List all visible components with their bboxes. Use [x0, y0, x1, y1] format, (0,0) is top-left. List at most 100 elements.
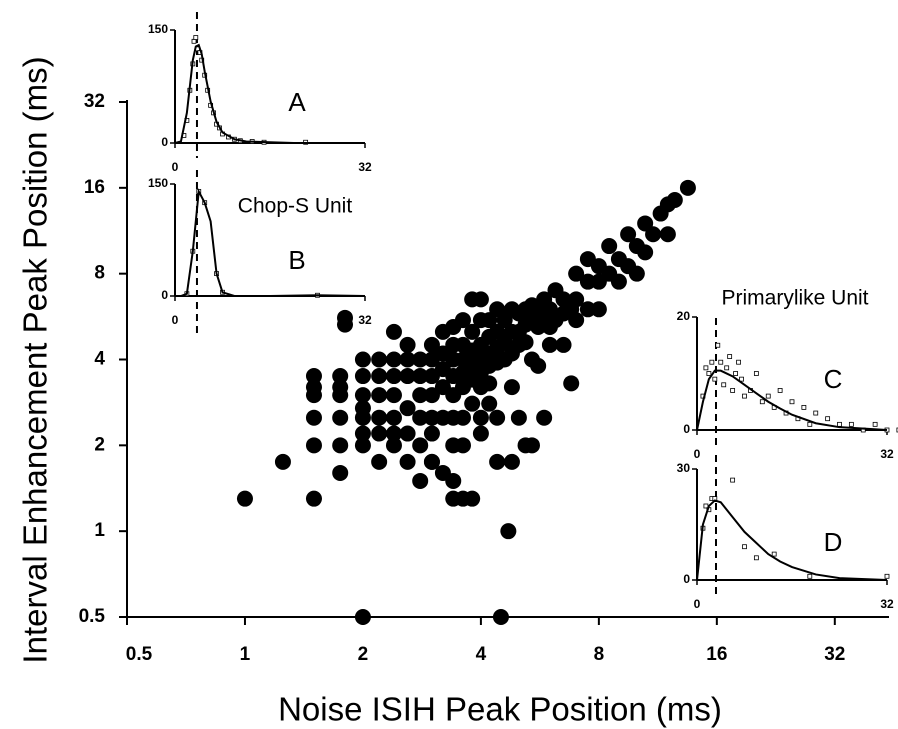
- inset-y-tick-label: 0: [161, 135, 168, 149]
- data-point: [679, 179, 696, 196]
- histogram-point: [742, 393, 747, 399]
- data-point: [305, 437, 322, 454]
- inset-y-tick-label: 150: [148, 176, 168, 190]
- x-tick-label: 2: [358, 644, 369, 665]
- data-point: [472, 409, 489, 426]
- data-point: [371, 409, 388, 426]
- data-point: [645, 226, 662, 243]
- data-point: [666, 192, 683, 209]
- data-point: [385, 368, 402, 385]
- data-point: [385, 323, 402, 340]
- panel-label: D: [824, 527, 843, 557]
- histogram-point: [727, 354, 733, 359]
- data-point: [305, 387, 322, 404]
- data-point: [412, 351, 429, 368]
- data-point: [412, 387, 429, 404]
- data-point: [423, 387, 440, 404]
- inset-x-tick-label: 0: [172, 313, 179, 327]
- data-point: [517, 334, 534, 351]
- data-point: [399, 425, 416, 442]
- data-point: [464, 323, 481, 340]
- histogram-point: [753, 555, 759, 561]
- data-point: [503, 453, 520, 470]
- data-point: [399, 368, 416, 385]
- data-point: [590, 301, 607, 318]
- panel-label: C: [824, 364, 843, 394]
- histogram-point: [193, 35, 199, 40]
- data-point: [385, 387, 402, 404]
- fit-curve: [175, 188, 366, 297]
- histogram-point: [771, 551, 777, 557]
- data-point: [412, 409, 429, 426]
- data-point: [305, 368, 322, 385]
- data-point: [445, 472, 462, 489]
- data-point: [399, 351, 416, 368]
- inset-x-tick-label: 0: [694, 597, 701, 611]
- inset-y-tick-label: 0: [683, 422, 690, 436]
- data-point: [332, 437, 349, 454]
- inset-y-tick-label: 20: [677, 309, 691, 323]
- data-point: [620, 226, 637, 243]
- data-point: [454, 409, 471, 426]
- histogram-point: [848, 421, 854, 427]
- histogram-point: [789, 399, 795, 405]
- inset-y-tick-label: 30: [677, 461, 691, 475]
- histogram-point: [825, 416, 831, 422]
- data-point: [332, 409, 349, 426]
- y-tick-label: 8: [94, 263, 105, 284]
- data-point: [337, 316, 354, 333]
- data-point: [464, 395, 481, 412]
- data-point: [568, 291, 585, 308]
- histogram-point: [706, 371, 712, 376]
- data-point: [371, 425, 388, 442]
- histogram-point: [739, 376, 744, 382]
- y-tick-label: 1: [94, 520, 105, 541]
- inset-y-tick-label: 150: [148, 22, 168, 36]
- data-point: [423, 453, 440, 470]
- data-point: [472, 425, 489, 442]
- data-point: [563, 375, 580, 392]
- data-point: [332, 368, 349, 385]
- inset-x-tick-label: 0: [172, 160, 179, 174]
- x-tick-label: 1: [240, 644, 251, 665]
- data-point: [601, 238, 618, 255]
- data-point: [332, 464, 349, 481]
- data-point: [481, 395, 498, 412]
- y-tick-label: 2: [94, 434, 105, 455]
- data-point: [454, 437, 471, 454]
- histogram-point: [703, 365, 709, 371]
- y-tick-label: 32: [84, 91, 105, 112]
- x-tick-label: 16: [706, 644, 727, 665]
- x-tick-label: 0.5: [126, 644, 153, 665]
- unit-label: Chop-S Unit: [238, 195, 353, 218]
- data-point: [637, 244, 654, 261]
- data-point: [236, 490, 253, 507]
- data-point: [385, 437, 402, 454]
- histogram-point: [759, 399, 765, 405]
- histogram-point: [777, 388, 783, 393]
- data-point: [385, 425, 402, 442]
- histogram-point: [807, 421, 813, 427]
- data-point: [503, 379, 520, 396]
- data-point: [399, 453, 416, 470]
- data-point: [354, 609, 371, 625]
- data-point: [371, 387, 388, 404]
- histogram-point: [884, 573, 890, 579]
- inset-x-tick-label: 32: [880, 447, 894, 461]
- inset-x-tick-label: 0: [694, 447, 701, 461]
- data-point: [500, 523, 517, 540]
- x-tick-label: 8: [594, 644, 605, 665]
- data-point: [423, 425, 440, 442]
- data-point: [530, 357, 547, 374]
- inset-x-tick-label: 32: [880, 597, 894, 611]
- inset-y-tick-label: 0: [683, 572, 690, 586]
- data-point: [412, 368, 429, 385]
- data-point: [412, 472, 429, 489]
- fit-curve: [696, 499, 888, 581]
- data-point: [492, 609, 509, 625]
- y-tick-label: 4: [94, 349, 105, 370]
- y-tick-label: 0.5: [79, 606, 106, 627]
- x-tick-label: 32: [824, 644, 845, 665]
- fit-curve: [696, 369, 888, 431]
